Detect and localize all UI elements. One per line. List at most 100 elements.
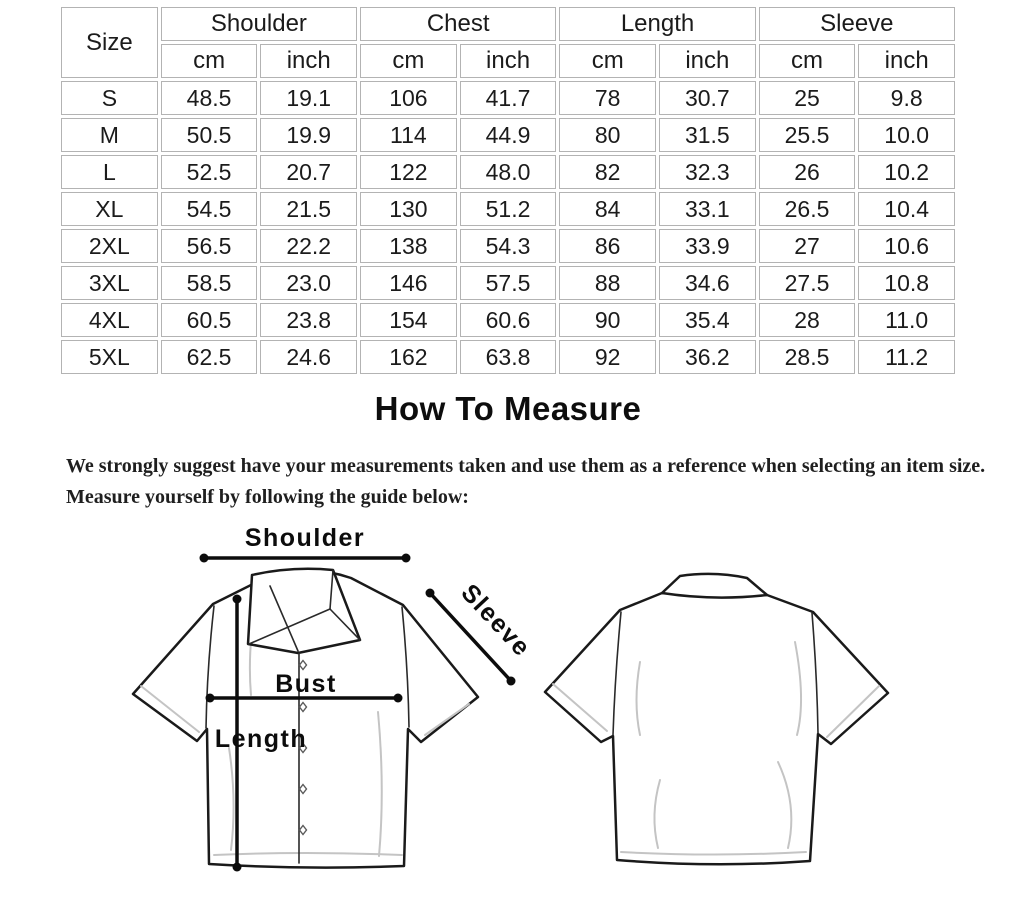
measure-endpoint-dot xyxy=(506,676,516,686)
measure-description-line2: Measure yourself by following the guide … xyxy=(66,486,469,508)
table-row: L 52.5 20.7 122 48.0 82 32.3 26 10.2 xyxy=(61,155,955,189)
size-value-cell: 86 xyxy=(559,229,657,263)
measure-endpoint-dot xyxy=(401,553,411,563)
size-label-cell: 5XL xyxy=(61,340,158,374)
back-shirt-figure xyxy=(543,572,890,866)
size-value-cell: 146 xyxy=(360,266,457,300)
fabric-crease xyxy=(377,711,383,857)
size-value-cell: 52.5 xyxy=(160,155,258,189)
unit-header-inch: inch xyxy=(659,44,756,78)
group-header-chest: Chest xyxy=(360,7,557,41)
size-value-cell: 78 xyxy=(559,81,657,115)
size-value-cell: 10.4 xyxy=(858,192,955,226)
size-value-cell: 22.2 xyxy=(260,229,358,263)
size-column-header: Size xyxy=(61,7,158,78)
size-value-cell: 11.0 xyxy=(858,303,955,337)
size-label-cell: 4XL xyxy=(61,303,158,337)
table-row: 3XL 58.5 23.0 146 57.5 88 34.6 27.5 10.8 xyxy=(61,266,955,300)
back-armhole-seam xyxy=(811,612,819,734)
size-value-cell: 51.2 xyxy=(459,192,557,226)
size-value-cell: 50.5 xyxy=(160,118,258,152)
size-value-cell: 28.5 xyxy=(758,340,856,374)
sleeve-hem-seam xyxy=(826,685,880,738)
size-value-cell: 56.5 xyxy=(160,229,258,263)
collar-fold-line xyxy=(269,585,299,652)
size-value-cell: 106 xyxy=(360,81,457,115)
size-label-cell: XL xyxy=(61,192,158,226)
size-value-cell: 122 xyxy=(360,155,457,189)
fabric-crease xyxy=(635,661,641,736)
size-value-cell: 28 xyxy=(758,303,856,337)
measure-endpoint-dot xyxy=(232,594,242,604)
collar-fold-line xyxy=(329,569,334,610)
size-value-cell: 10.6 xyxy=(858,229,955,263)
size-value-cell: 63.8 xyxy=(459,340,557,374)
sleeve-hem-seam xyxy=(552,683,608,732)
size-value-cell: 25.5 xyxy=(758,118,856,152)
size-value-cell: 48.0 xyxy=(459,155,557,189)
size-value-cell: 54.5 xyxy=(160,192,258,226)
size-value-cell: 58.5 xyxy=(160,266,258,300)
size-value-cell: 21.5 xyxy=(260,192,358,226)
size-value-cell: 25 xyxy=(758,81,856,115)
size-label-cell: M xyxy=(61,118,158,152)
table-row: S 48.5 19.1 106 41.7 78 30.7 25 9.8 xyxy=(61,81,955,115)
size-label-cell: 3XL xyxy=(61,266,158,300)
size-value-cell: 27 xyxy=(758,229,856,263)
fabric-crease xyxy=(653,779,661,849)
table-row: M 50.5 19.9 114 44.9 80 31.5 25.5 10.0 xyxy=(61,118,955,152)
size-value-cell: 9.8 xyxy=(858,81,955,115)
measure-endpoint-dot xyxy=(425,588,435,598)
size-value-cell: 10.2 xyxy=(858,155,955,189)
size-value-cell: 62.5 xyxy=(160,340,258,374)
unit-header-inch: inch xyxy=(858,44,955,78)
front-armhole-seam xyxy=(401,606,410,728)
table-row: 4XL 60.5 23.8 154 60.6 90 35.4 28 11.0 xyxy=(61,303,955,337)
size-value-cell: 11.2 xyxy=(858,340,955,374)
fabric-crease xyxy=(228,747,235,851)
size-value-cell: 20.7 xyxy=(260,155,358,189)
size-value-cell: 24.6 xyxy=(260,340,358,374)
size-value-cell: 48.5 xyxy=(160,81,258,115)
button-icon xyxy=(298,701,308,713)
size-chart-table: Size Shoulder Chest Length Sleeve cm inc… xyxy=(58,4,958,377)
size-value-cell: 114 xyxy=(360,118,457,152)
unit-header-cm: cm xyxy=(758,44,856,78)
size-label-cell: L xyxy=(61,155,158,189)
unit-header-cm: cm xyxy=(559,44,657,78)
size-value-cell: 23.8 xyxy=(260,303,358,337)
button-icon xyxy=(298,783,308,795)
size-value-cell: 138 xyxy=(360,229,457,263)
size-value-cell: 19.1 xyxy=(260,81,358,115)
table-row: XL 54.5 21.5 130 51.2 84 33.1 26.5 10.4 xyxy=(61,192,955,226)
size-value-cell: 80 xyxy=(559,118,657,152)
size-value-cell: 10.0 xyxy=(858,118,955,152)
button-icon xyxy=(298,659,308,671)
front-armhole-seam xyxy=(205,605,215,729)
fabric-crease xyxy=(777,761,793,849)
measure-description-line1: We strongly suggest have your measuremen… xyxy=(66,455,986,477)
group-header-sleeve: Sleeve xyxy=(758,7,955,41)
size-value-cell: 36.2 xyxy=(659,340,756,374)
unit-header-inch: inch xyxy=(260,44,358,78)
unit-header-inch: inch xyxy=(459,44,557,78)
unit-header-cm: cm xyxy=(360,44,457,78)
button-icon xyxy=(298,742,308,754)
front-shirt-figure xyxy=(131,567,480,869)
size-value-cell: 26 xyxy=(758,155,856,189)
back-shirt-collar xyxy=(660,572,769,599)
table-header-row-groups: Size Shoulder Chest Length Sleeve xyxy=(61,7,955,78)
size-value-cell: 162 xyxy=(360,340,457,374)
size-value-cell: 92 xyxy=(559,340,657,374)
size-value-cell: 82 xyxy=(559,155,657,189)
size-value-cell: 88 xyxy=(559,266,657,300)
unit-header-cm: cm xyxy=(160,44,258,78)
back-armhole-seam xyxy=(612,611,622,736)
button-icon xyxy=(298,824,308,836)
table-header-row-units: cm inch cm inch cm inch cm inch xyxy=(61,44,955,78)
measure-description: We strongly suggest have your measuremen… xyxy=(66,451,1001,513)
size-value-cell: 26.5 xyxy=(758,192,856,226)
shirt-measure-diagram: Shoulder Sleeve Bust Length xyxy=(131,524,890,872)
sleeve-label: Sleeve xyxy=(456,579,537,663)
